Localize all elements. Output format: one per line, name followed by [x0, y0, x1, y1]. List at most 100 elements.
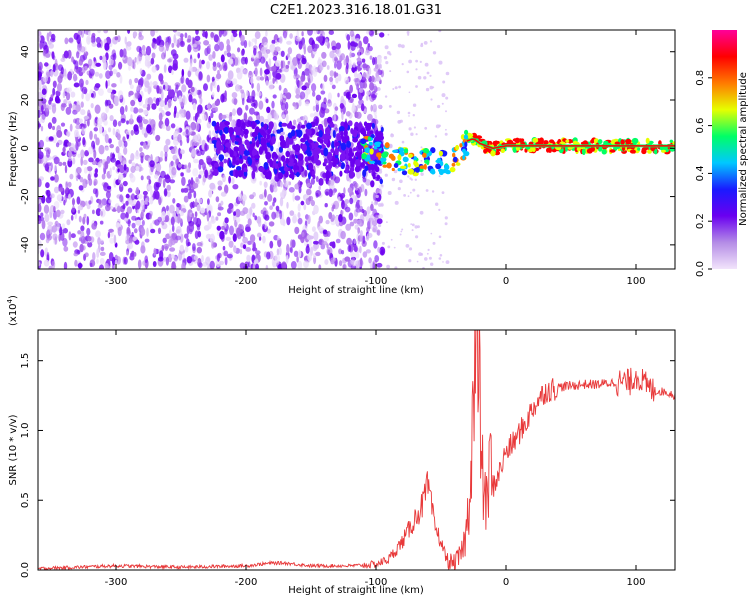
heatmap-cell [95, 230, 101, 238]
heatmap-cell [98, 264, 105, 269]
heatmap-cell [368, 257, 372, 264]
heatmap-cell [117, 120, 122, 127]
heatmap-cell [207, 102, 211, 111]
heatmap-cell [254, 31, 261, 40]
heatmap-cell [235, 67, 241, 74]
heatmap-cell [345, 111, 351, 117]
heatmap-cell [231, 78, 238, 85]
heatmap-cell [386, 221, 388, 224]
heatmap-cell [224, 121, 231, 126]
heatmap-cell [381, 241, 385, 245]
heatmap-cell [243, 154, 249, 161]
heatmap-cell [226, 253, 233, 259]
heatmap-cell [188, 179, 191, 185]
heatmap-cell [213, 168, 219, 176]
heatmap-cell [83, 115, 90, 120]
heatmap-cell [407, 111, 411, 115]
heatmap-cell [330, 148, 335, 153]
heatmap-cell [286, 141, 290, 149]
heatmap-cell [211, 241, 215, 249]
heatmap-cell [56, 222, 60, 232]
heatmap-cell [241, 122, 246, 131]
heatmap-cell [407, 163, 411, 168]
heatmap-cell [422, 152, 427, 158]
heatmap-cell [45, 104, 50, 112]
heatmap-cell [108, 64, 113, 71]
heatmap-cell [271, 151, 278, 160]
heatmap-cell [192, 168, 199, 177]
heatmap-cell [394, 86, 398, 90]
heatmap-cell [438, 257, 442, 260]
heatmap-cell [144, 77, 149, 87]
heatmap-cell [315, 94, 322, 101]
heatmap-cell [452, 152, 456, 158]
heatmap-cell [209, 233, 215, 244]
heatmap-cell [319, 30, 324, 35]
heatmap-cell [307, 139, 313, 144]
heatmap-cell [161, 52, 166, 60]
heatmap-cell [215, 196, 220, 203]
heatmap-cell [259, 129, 265, 136]
heatmap-cell [409, 191, 412, 194]
heatmap-cell [354, 77, 361, 87]
heatmap-cell [351, 93, 357, 99]
heatmap-cell [89, 68, 95, 77]
heatmap-cell [127, 30, 131, 34]
heatmap-cell [324, 119, 328, 128]
heatmap-cell [186, 256, 193, 264]
heatmap-cell [48, 165, 52, 174]
heatmap-cell [365, 235, 370, 241]
heatmap-cell [329, 123, 335, 128]
heatmap-cell [324, 38, 329, 47]
heatmap-cell [66, 219, 71, 226]
heatmap-cell [70, 91, 76, 98]
heatmap-cell [166, 184, 171, 191]
heatmap-cell [240, 40, 245, 46]
heatmap-cell [187, 44, 192, 53]
heatmap-cell [220, 93, 225, 103]
heatmap-cell [391, 167, 395, 172]
heatmap-cell [342, 263, 347, 269]
heatmap-cell [90, 34, 94, 44]
heatmap-cell [334, 147, 339, 156]
heatmap-cell [271, 43, 275, 50]
heatmap-cell [63, 246, 69, 252]
heatmap-cell [48, 31, 52, 37]
heatmap-cell [304, 101, 310, 107]
heatmap-cell [171, 261, 176, 269]
heatmap-cell [150, 30, 155, 37]
heatmap-cell [232, 108, 236, 116]
heatmap-cell [349, 197, 354, 205]
heatmap-cell [153, 97, 157, 102]
heatmap-cell [361, 153, 367, 159]
heatmap-cell [80, 109, 86, 116]
heatmap-cell [415, 133, 418, 136]
heatmap-cell [164, 215, 170, 223]
heatmap-cell [107, 185, 112, 190]
heatmap-cell [149, 196, 154, 205]
heatmap-cell [91, 93, 94, 98]
heatmap-cell [104, 133, 109, 144]
heatmap-cell [232, 32, 238, 38]
heatmap-cell [438, 168, 444, 173]
heatmap-cell [220, 54, 225, 63]
heatmap-cell [186, 212, 191, 222]
heatmap-cell [204, 30, 208, 39]
heatmap-cell [276, 68, 282, 73]
heatmap-cell [330, 257, 337, 263]
heatmap-cell [222, 64, 228, 72]
heatmap-cell [198, 159, 204, 166]
heatmap-cell [78, 215, 82, 223]
heatmap-cell [246, 140, 250, 149]
heatmap-cell [384, 142, 390, 149]
heatmap-cell [260, 56, 266, 64]
heatmap-cell [288, 187, 295, 193]
heatmap-cell [113, 234, 117, 245]
heatmap-cell [354, 159, 361, 167]
heatmap-cell [208, 130, 212, 138]
heatmap-cell [220, 200, 224, 206]
heatmap-cell [310, 246, 313, 257]
heatmap-cell [353, 147, 357, 152]
heatmap-cell [87, 118, 90, 127]
